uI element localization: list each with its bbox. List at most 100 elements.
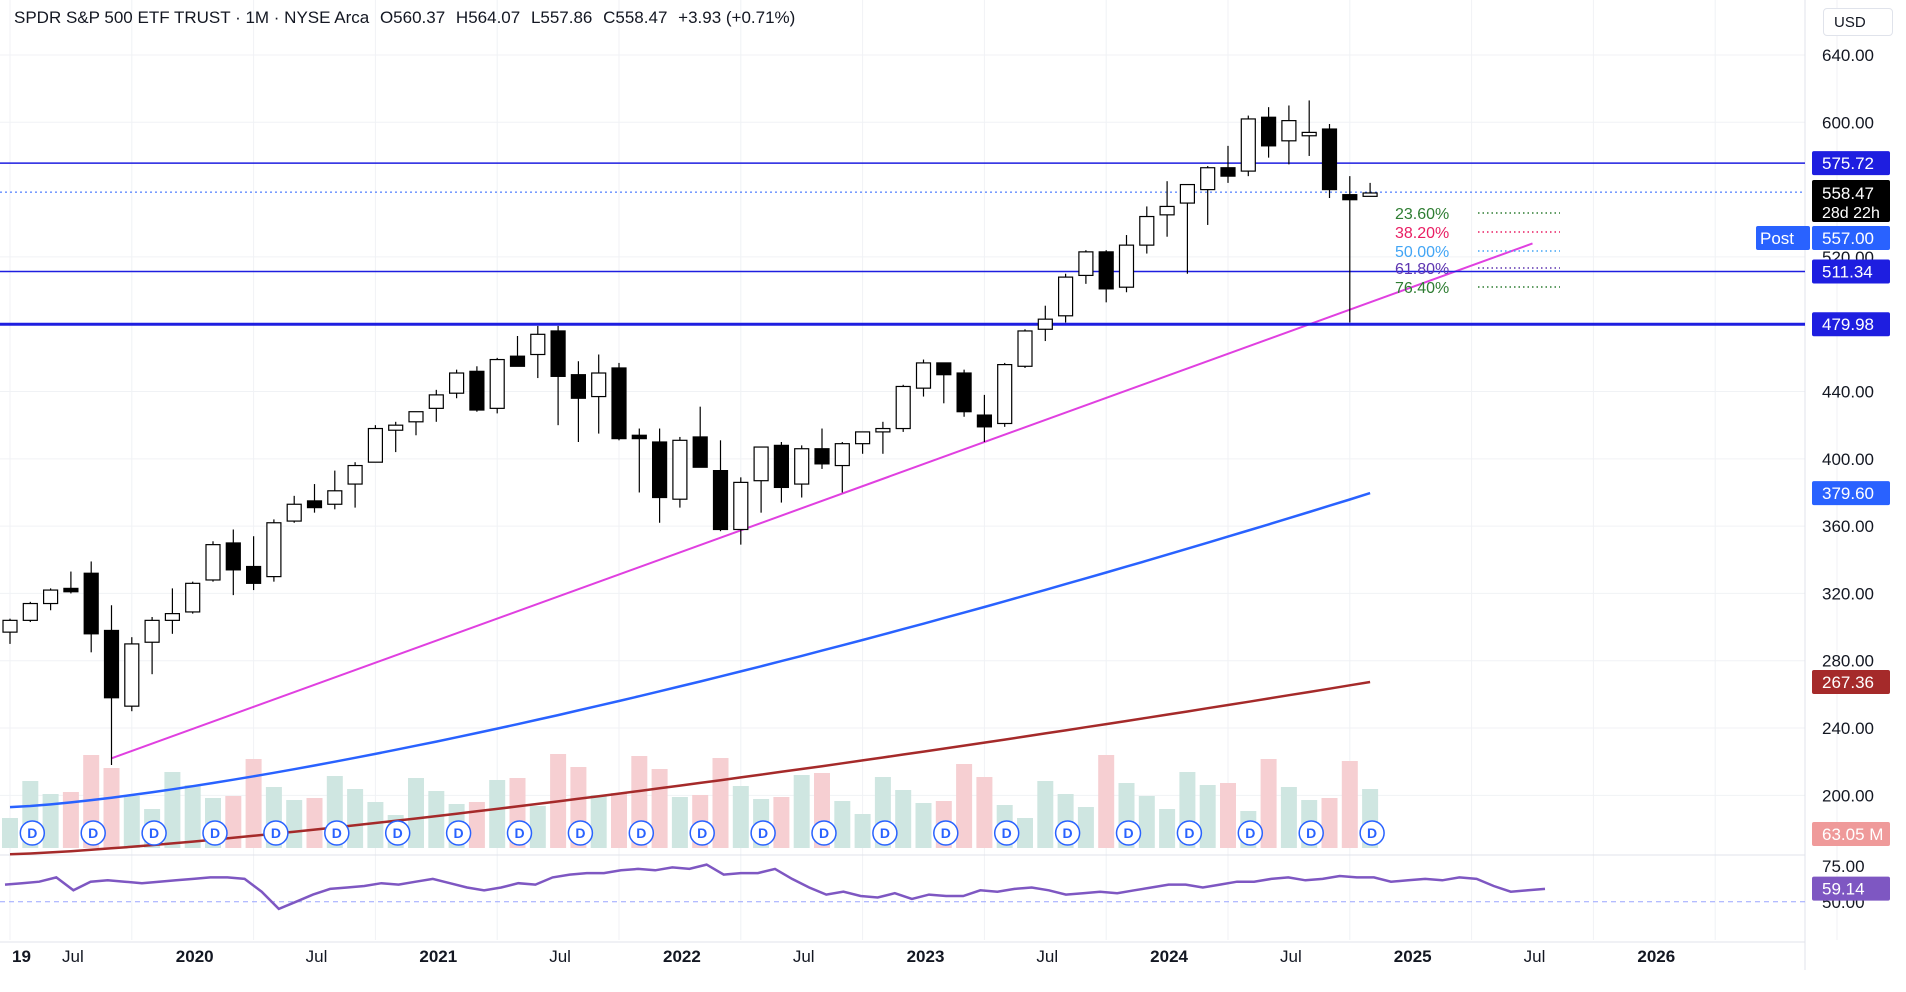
dividend-marker-icon — [1115, 820, 1142, 846]
dividend-marker-icon — [263, 820, 289, 846]
price-axis-tick: 600.00 — [1822, 113, 1874, 132]
volume-bar — [123, 796, 140, 848]
post-label-bg — [1756, 226, 1810, 250]
candle-body — [997, 363, 1013, 425]
candles — [2, 100, 1378, 766]
price-badge-575-bg — [1812, 151, 1890, 176]
dividend-marker-icon — [933, 820, 959, 846]
time-axis-label: 2020 — [176, 947, 214, 966]
candle-body — [834, 443, 850, 467]
candle-body — [1159, 205, 1175, 216]
dividend-marker-label: D — [636, 825, 646, 841]
dividend-marker-label: D — [1063, 825, 1073, 841]
volume-bar — [1260, 759, 1277, 848]
candle-body — [1281, 120, 1297, 142]
candle-body — [367, 427, 383, 463]
volume-bar — [1321, 798, 1338, 848]
ma-red-badge-bg — [1812, 670, 1890, 695]
dividend-marker-label: D — [1306, 825, 1316, 841]
dividend-marker-icon — [445, 820, 472, 846]
volume-badge: 63.05 M — [1812, 822, 1890, 846]
dividend-marker-label: D — [819, 825, 829, 841]
candle-body — [408, 411, 424, 423]
volume-bar — [428, 791, 445, 848]
candle-body — [63, 587, 79, 593]
rsi-value-badge-text: 59.14 — [1822, 880, 1865, 899]
rsi-value-badge: 59.14 — [1812, 876, 1890, 901]
time-axis-label: 2025 — [1394, 947, 1432, 966]
candle-body — [733, 481, 749, 531]
dividend-marker-icon — [628, 820, 655, 846]
time-axis-label: Jul — [62, 947, 84, 966]
volume-bar — [286, 800, 303, 848]
candle-body — [83, 572, 99, 635]
moving-average-blue — [9, 491, 1371, 809]
candle-body — [976, 414, 993, 428]
legend-low: L557.86 — [530, 8, 593, 27]
volume-bar — [62, 792, 79, 848]
dividend-marker-label: D — [575, 825, 585, 841]
volume-bar — [1220, 783, 1236, 848]
dividend-marker-icon — [1237, 820, 1264, 846]
ma-red-badge: 267.36 — [1812, 670, 1890, 695]
candle-body — [103, 629, 120, 699]
candle-body — [144, 619, 160, 643]
candle-body — [266, 522, 282, 578]
price-badge-511-bg — [1812, 259, 1890, 284]
volume-bar — [793, 775, 810, 848]
volume-bar — [103, 768, 120, 848]
candle-body — [956, 372, 972, 413]
dividend-marker-icon — [689, 820, 715, 846]
price-badge-511-text: 511.34 — [1822, 262, 1873, 281]
time-axis-label: 2022 — [663, 947, 701, 966]
dividend-marker-label: D — [514, 825, 524, 841]
candle-body — [509, 355, 526, 367]
candle-body — [428, 394, 444, 409]
post-price-text: 557.00 — [1822, 229, 1874, 248]
candle-body — [164, 613, 180, 621]
volume-bar — [1341, 761, 1358, 848]
volume-bar — [773, 797, 790, 848]
dividend-marker-label: D — [332, 825, 342, 841]
volume-bar — [367, 802, 384, 848]
rsi-pane — [0, 863, 1805, 911]
dividend-marker-label: D — [88, 825, 98, 841]
candle-body — [42, 589, 59, 605]
price-badge-575-text: 575.72 — [1822, 154, 1874, 173]
candle-body — [611, 367, 627, 440]
dividend-marker-icon — [80, 820, 106, 846]
candle-body — [712, 470, 729, 531]
price-axis-tick: 200.00 — [1822, 786, 1874, 805]
candle-body — [225, 542, 241, 571]
dividend-marker-icon — [811, 820, 837, 846]
current-price-badge: 558.47 28d 22h — [1812, 180, 1890, 222]
dividend-marker-label: D — [1245, 825, 1255, 841]
dividend-marker-label: D — [880, 825, 890, 841]
candle-body — [246, 565, 262, 584]
price-badge-480-text: 479.98 — [1822, 315, 1874, 334]
candle-body — [286, 503, 302, 522]
legend-change: +3.93 (+0.71%) — [678, 8, 796, 27]
price-badge-575: 575.72 — [1812, 151, 1890, 176]
volume-bar — [956, 764, 973, 848]
time-axis-label: Jul — [549, 947, 571, 966]
candle-body — [388, 424, 404, 431]
price-axis-tick: 400.00 — [1822, 450, 1874, 469]
legend-symbol-title[interactable]: SPDR S&P 500 ETF TRUST · 1M · NYSE Arca — [14, 8, 370, 27]
volume-bar — [1280, 787, 1297, 848]
volume-bar — [184, 785, 201, 848]
dividend-marker-icon — [1298, 820, 1324, 846]
fib-level-label: 23.60% — [1395, 206, 1449, 223]
dividend-marker-icon — [993, 820, 1020, 846]
dividend-marker-icon — [872, 820, 898, 846]
candle-body — [469, 370, 485, 411]
currency-selector-button[interactable]: USD — [1823, 8, 1893, 36]
volume-bar — [651, 769, 668, 848]
price-badge-480: 479.98 — [1812, 312, 1890, 337]
candle-body — [205, 544, 221, 581]
candle-body — [1200, 167, 1216, 191]
fib-level-label: 50.00% — [1395, 244, 1449, 261]
price-badge-511: 511.34 — [1812, 259, 1890, 284]
